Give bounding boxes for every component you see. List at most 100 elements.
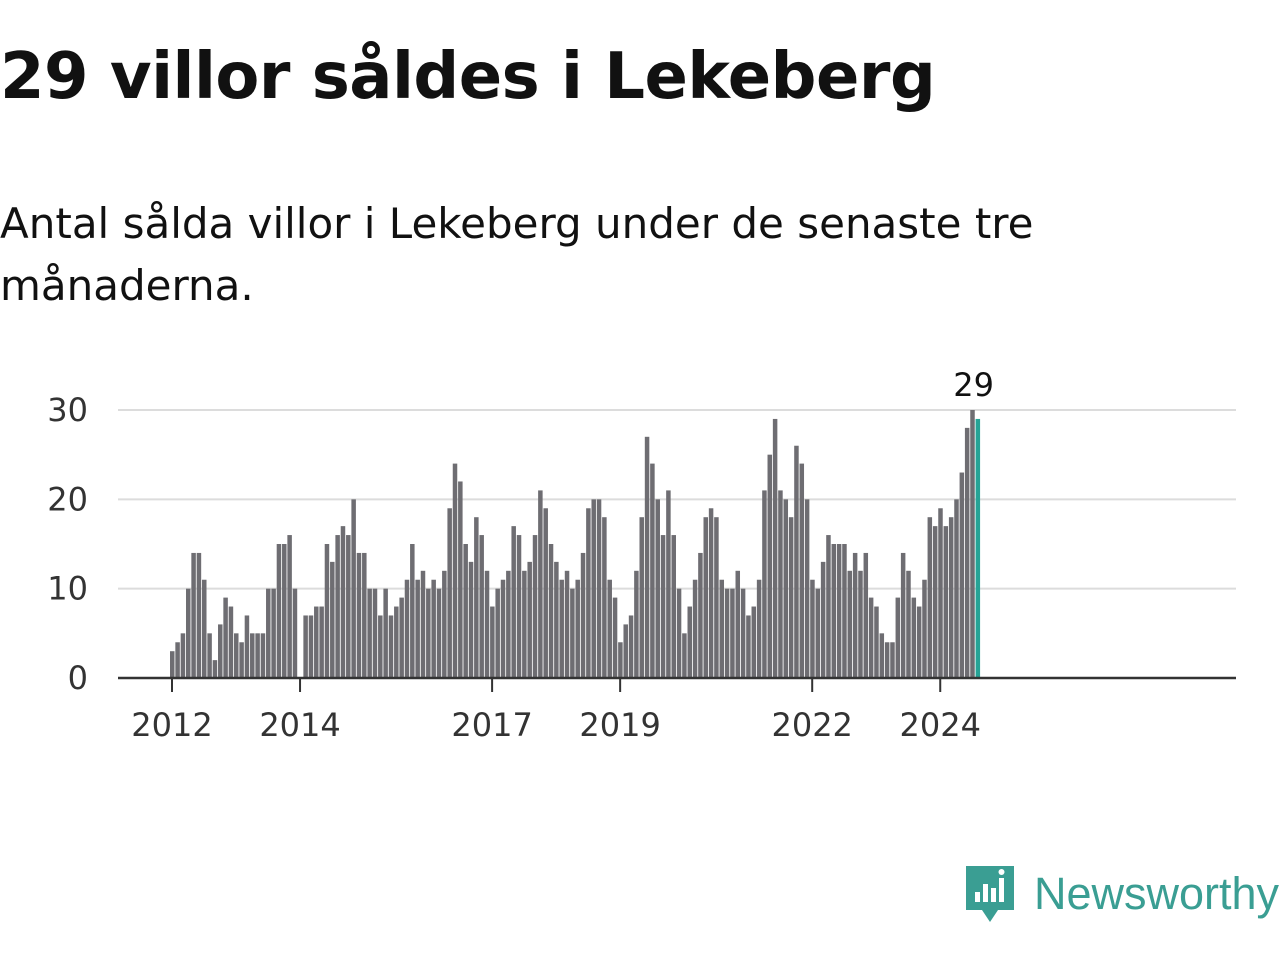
bar [730, 588, 735, 678]
bar [383, 588, 388, 678]
bar [687, 606, 692, 678]
bar [404, 579, 410, 678]
bar [335, 535, 340, 678]
y-tick-label: 20 [47, 480, 88, 518]
bar [282, 544, 287, 678]
bar [548, 544, 554, 678]
bar [783, 499, 789, 678]
bar [959, 472, 965, 678]
x-tick-label: 2017 [451, 706, 532, 744]
bar [207, 633, 212, 678]
chart-subtitle: Antal sålda villor i Lekeberg under de s… [0, 199, 1034, 310]
bar [831, 544, 837, 678]
x-tick-label: 2012 [131, 706, 212, 744]
bar [340, 526, 346, 678]
bar [570, 588, 575, 678]
bar [191, 552, 196, 678]
bar [927, 517, 933, 678]
bar [751, 606, 757, 678]
bar [938, 508, 943, 678]
bar [580, 552, 586, 678]
bar [612, 597, 618, 678]
bar [314, 606, 319, 678]
bar [292, 588, 298, 678]
bar [250, 633, 255, 678]
bar [410, 544, 415, 678]
bar [479, 535, 484, 678]
bar [884, 642, 890, 678]
bar [692, 579, 698, 678]
bar [682, 633, 687, 678]
bar [276, 544, 282, 678]
bar [703, 517, 708, 678]
bar [223, 597, 228, 678]
bar [724, 588, 730, 678]
bar [847, 570, 853, 678]
bar [239, 642, 244, 678]
bar [394, 606, 399, 678]
bar [660, 535, 666, 678]
bar [511, 526, 516, 678]
bar [554, 561, 559, 678]
bar [719, 579, 725, 678]
bar [415, 579, 420, 678]
bar [255, 633, 260, 678]
bar [170, 651, 175, 678]
bar [484, 570, 490, 678]
bar [655, 499, 660, 678]
bar [954, 499, 959, 678]
bar [180, 633, 186, 678]
bar [388, 615, 394, 678]
bars [170, 410, 981, 678]
bar [708, 508, 714, 678]
bar [463, 544, 468, 678]
bar [644, 436, 650, 678]
bar [746, 615, 751, 678]
bar [522, 570, 527, 678]
bar [767, 454, 773, 678]
newsworthy-brand[interactable]: Newsworthy [964, 864, 1279, 924]
bar [676, 588, 682, 678]
bar [244, 615, 250, 678]
bar [735, 570, 741, 678]
bar [399, 597, 404, 678]
bar [495, 588, 500, 678]
bar [506, 570, 511, 678]
bar [874, 606, 879, 678]
bar [372, 588, 378, 678]
bar [287, 535, 292, 678]
bar [490, 606, 495, 678]
bar [378, 615, 383, 678]
bar [175, 642, 180, 678]
bar [532, 535, 538, 678]
bar [863, 552, 869, 678]
bar [351, 499, 356, 678]
bar [186, 588, 191, 678]
bar [666, 490, 671, 678]
bar [426, 588, 431, 678]
bar [740, 588, 746, 678]
highlight-value-label: 29 [953, 366, 994, 404]
bar [639, 517, 644, 678]
bar [826, 535, 831, 678]
bar [564, 570, 570, 678]
x-tick-label: 2019 [579, 706, 660, 744]
bar [906, 570, 911, 678]
bar [303, 615, 308, 678]
bar [266, 588, 271, 678]
bar [810, 579, 815, 678]
bar [447, 508, 452, 678]
bar [516, 535, 522, 678]
bar [970, 410, 975, 678]
bar [218, 624, 223, 678]
bar [698, 552, 703, 678]
bar [196, 552, 202, 678]
bar [922, 579, 927, 678]
bar [607, 579, 612, 678]
bar [324, 544, 330, 678]
bar [591, 499, 596, 678]
bar [788, 517, 794, 678]
bar [948, 517, 954, 678]
bar-highlight [975, 418, 981, 678]
bar [799, 463, 805, 678]
